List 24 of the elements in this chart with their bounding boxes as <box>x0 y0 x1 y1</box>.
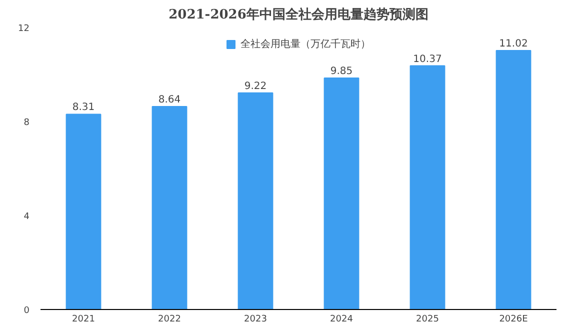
bar <box>66 114 102 310</box>
chart-title: 2021-2026年中国全社会用电量趋势预测图 <box>168 6 428 22</box>
data-label: 9.22 <box>244 80 267 92</box>
bar <box>238 92 274 310</box>
y-tick-label: 0 <box>24 306 30 316</box>
x-tick-label: 2025 <box>416 314 439 324</box>
x-tick-label: 2021 <box>72 314 95 324</box>
x-tick-label: 2023 <box>244 314 267 324</box>
data-label: 8.64 <box>158 94 181 106</box>
x-tick-label: 2024 <box>330 314 354 324</box>
x-tick-label: 2022 <box>158 314 181 324</box>
data-label: 8.31 <box>72 102 95 114</box>
data-label: 11.02 <box>499 38 528 50</box>
y-tick-label: 12 <box>18 24 30 34</box>
bar <box>152 106 188 310</box>
data-label: 9.85 <box>330 66 353 78</box>
legend-label: 全社会用电量（万亿千瓦时） <box>240 38 370 51</box>
bar <box>410 65 446 310</box>
data-label: 10.37 <box>413 54 442 65</box>
y-tick-label: 8 <box>24 118 30 128</box>
bar <box>324 78 360 310</box>
bar <box>496 50 532 310</box>
y-tick-label: 4 <box>24 212 30 222</box>
x-tick-label: 2026E <box>499 314 528 324</box>
